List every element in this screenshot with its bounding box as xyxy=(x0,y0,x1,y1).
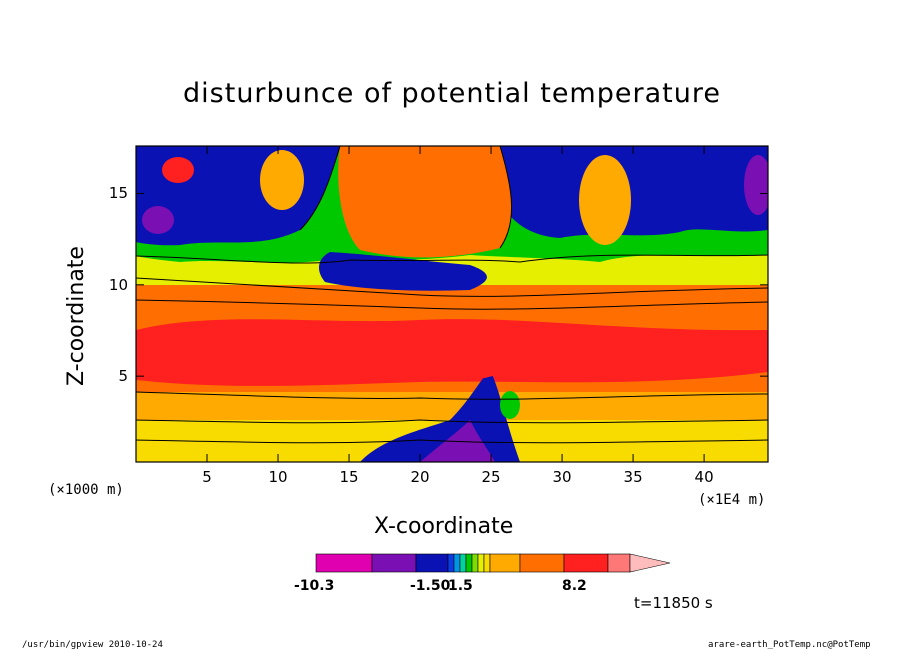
colorbar-swatch xyxy=(447,553,455,573)
colorbar-swatch xyxy=(459,553,467,573)
orange-cell-2 xyxy=(579,155,631,245)
colorbar-swatch xyxy=(519,553,565,573)
footer-program: /usr/bin/gpview 2010-10-24 xyxy=(22,640,163,650)
purple-cell-left xyxy=(142,206,174,234)
x-tick-label: 30 xyxy=(552,468,572,486)
plot-frame xyxy=(135,145,769,463)
colorbar-swatch xyxy=(415,553,449,573)
y-tick-label: 5 xyxy=(118,367,128,386)
blue-cell-3 xyxy=(512,155,548,225)
upper-blue-right xyxy=(500,146,768,238)
x-axis-label: X-coordinate xyxy=(374,514,514,539)
x-tick-label: 5 xyxy=(202,468,212,486)
colorbar-arrow xyxy=(629,553,671,573)
contour-lines xyxy=(136,146,768,444)
colorbar-swatch xyxy=(489,553,521,573)
colorbar-swatch xyxy=(471,553,479,573)
x-axis-ticks xyxy=(206,146,705,462)
y-axis-ticks xyxy=(136,192,768,377)
colorbar-swatch xyxy=(477,553,485,573)
x-tick-label: 35 xyxy=(623,468,643,486)
y-tick-label: 15 xyxy=(108,184,128,203)
footer-file: arare-earth_PotTemp.nc@PotTemp xyxy=(708,640,871,650)
x-tick-label: 40 xyxy=(694,468,714,486)
orange-cell-1 xyxy=(260,150,304,210)
y-tick-label: 10 xyxy=(108,275,128,294)
colorbar-swatch xyxy=(563,553,609,573)
x-tick-label: 15 xyxy=(339,468,359,486)
x-tick-label: 25 xyxy=(481,468,501,486)
upper-orange-cell xyxy=(338,146,512,258)
purple-cell-right xyxy=(744,155,768,215)
red-cell-left xyxy=(162,157,194,183)
central-red-plume xyxy=(355,328,495,381)
colorbar-swatch xyxy=(453,553,461,573)
contour-field xyxy=(136,146,768,462)
colorbar-label: 8.2 xyxy=(562,578,587,594)
chart-title: disturbunce of potential temperature xyxy=(183,78,721,109)
colorbar-label: -1.50 xyxy=(410,578,451,594)
colorbar-label: 1.5 xyxy=(448,578,473,594)
x-axis-scale-note: (×1E4 m) xyxy=(698,492,766,508)
blue-band-z11 xyxy=(318,252,487,291)
x-axis-unit: (×1000 m) xyxy=(48,482,124,498)
time-annotation: t=11850 s xyxy=(634,594,713,612)
colorbar-swatch xyxy=(607,553,631,573)
colorbar xyxy=(315,553,671,573)
colorbar-swatch xyxy=(465,553,473,573)
colorbar-label: -10.3 xyxy=(294,578,335,594)
green-spot xyxy=(500,391,520,419)
x-tick-label: 10 xyxy=(268,468,288,486)
colorbar-swatch xyxy=(371,553,417,573)
x-tick-label: 20 xyxy=(410,468,430,486)
y-axis-label: Z-coordinate xyxy=(64,246,89,386)
colorbar-swatch xyxy=(483,553,491,573)
colorbar-swatch xyxy=(315,553,373,573)
